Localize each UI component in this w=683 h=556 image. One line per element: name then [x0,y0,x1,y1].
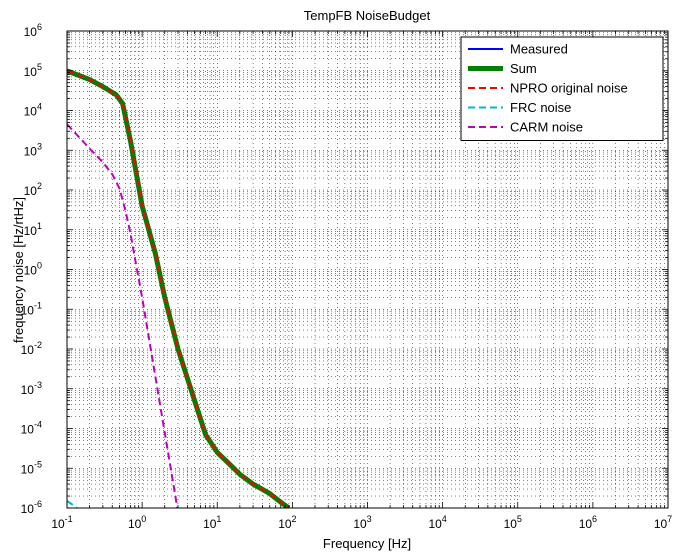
y-tick-labels: 10-6 10-5 10-4 10-3 10-2 10-1 100 101 102 103 104 1… [21,22,42,516]
series-line-frc-noise [67,500,78,508]
x-tick-label: 103 [353,514,371,531]
y-tick-label: 10-4 [21,420,42,437]
y-tick-label: 101 [24,221,42,238]
y-axis-label: frequency noise [Hz/rtHz] [11,197,26,343]
y-tick-label: 102 [24,181,42,198]
grid [66,31,668,509]
x-tick-label: 106 [579,514,597,531]
x-tick-label: 105 [504,514,522,531]
x-tick-label: 100 [128,514,146,531]
legend-label: FRC noise [510,100,571,115]
y-tick-label: 10-3 [21,380,42,397]
y-tick-label: 104 [24,102,42,119]
legend-label: NPRO original noise [510,81,628,96]
x-tick-label: 107 [654,514,672,531]
ticks [66,31,668,509]
legend-label: Measured [510,42,568,57]
y-tick-label: 10-2 [21,340,42,357]
y-tick-label: 106 [24,22,42,39]
legend-label: CARM noise [510,120,583,135]
legend-label: Sum [510,61,537,76]
legend-box [460,36,664,141]
x-axis-label: Frequency [Hz] [323,536,411,551]
legend: Measured Sum NPRO original noise FRC noise C… [460,36,664,141]
x-tick-labels: 10-1 100 101 102 103 104 105 106 107 [51,514,672,531]
y-tick-label: 10-6 [21,499,42,516]
x-tick-label: 102 [278,514,296,531]
series-layer [67,68,291,508]
x-tick-label: 101 [203,514,221,531]
y-tick-label: 10-5 [21,459,42,476]
y-tick-label: 100 [24,261,42,278]
series-line-npro-original-noise [67,69,290,508]
x-tick-label: 104 [428,514,446,531]
y-tick-label: 103 [24,141,42,158]
y-tick-label: 10-1 [21,300,42,317]
chart-title: TempFB NoiseBudget [304,8,431,23]
x-tick-label: 10-1 [51,514,72,531]
series-line-carm-noise [67,123,192,508]
y-tick-label: 105 [24,62,42,79]
